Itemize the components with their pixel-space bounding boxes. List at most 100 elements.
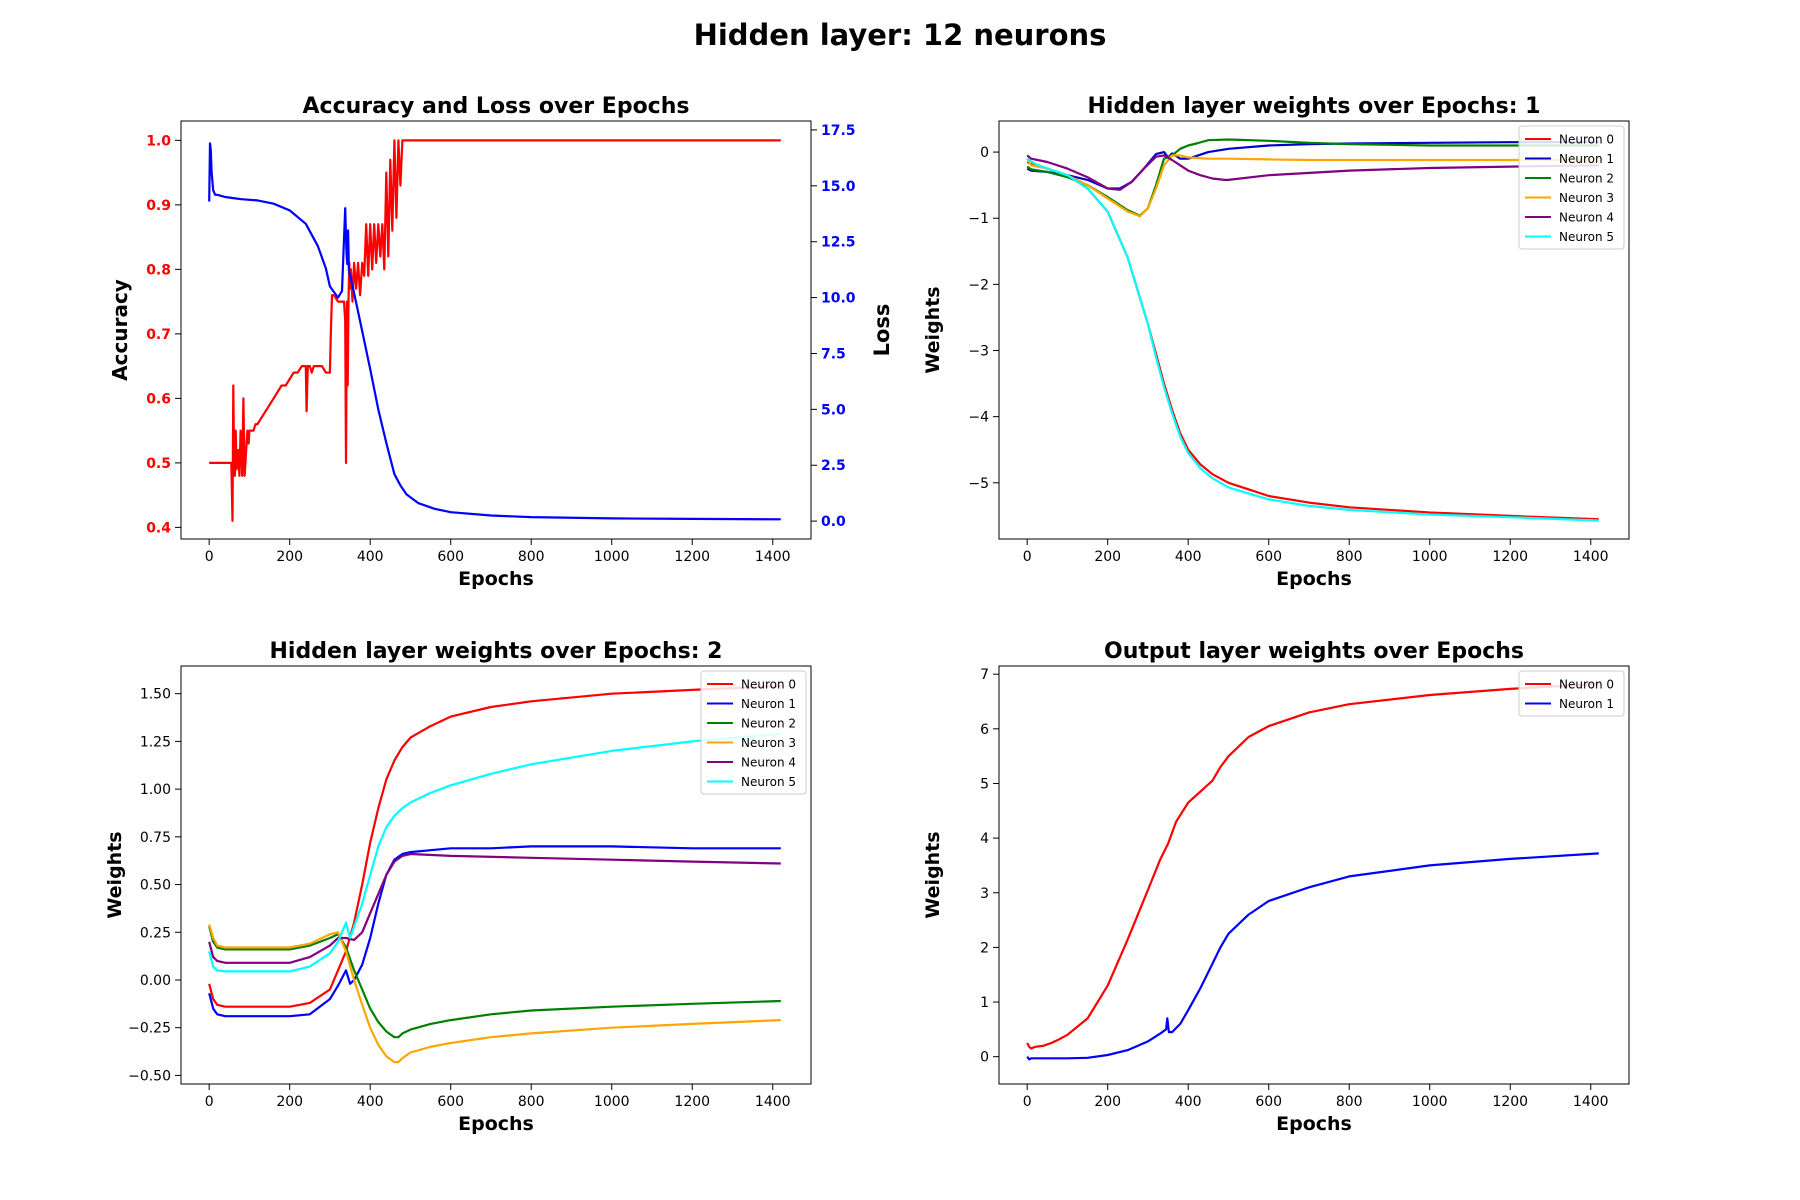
series-line-accuracy — [209, 139, 781, 523]
plot-area — [208, 684, 781, 1064]
y-right-tick-label: 15.0 — [821, 179, 856, 195]
x-tick-label: 400 — [357, 549, 384, 565]
legend: Neuron 0 Neuron 1 — [1518, 670, 1625, 717]
x-tick-label: 400 — [357, 1094, 384, 1110]
plot-area — [1026, 138, 1599, 522]
y-tick-label: 1.50 — [140, 687, 171, 703]
y-right-tick-label: 10.0 — [821, 291, 856, 307]
legend-item: Neuron 1 — [741, 697, 796, 711]
y-tick-label: 0.50 — [140, 878, 171, 894]
y-tick-label: 6 — [980, 722, 989, 738]
plot-area — [208, 139, 781, 523]
y-tick-label: −5 — [968, 476, 989, 492]
y-right-tick-label: 17.5 — [821, 123, 856, 139]
x-tick-label: 400 — [1175, 1094, 1202, 1110]
y-right-tick-label: 0.0 — [821, 514, 846, 530]
plot-area — [1026, 682, 1599, 1061]
x-tick-label: 1200 — [1492, 1094, 1528, 1110]
series-line-neuron-5 — [208, 732, 781, 973]
chart-panel-3: 0 200 400 600 800 1000 1200 1400 −0.50 −0.25 0.00 0… — [104, 639, 812, 1135]
x-tick-label: 800 — [1336, 549, 1363, 565]
x-tick-label: 0 — [205, 1094, 214, 1110]
chart-title: Accuracy and Loss over Epochs — [303, 94, 690, 119]
y-tick-label: 0.5 — [146, 456, 171, 472]
y-tick-label: 0.6 — [146, 391, 171, 407]
y-tick-label: 0.7 — [146, 327, 171, 343]
x-tick-label: 600 — [1255, 549, 1282, 565]
y-tick-label: −1 — [968, 211, 989, 227]
series-line-neuron-1 — [208, 845, 781, 1018]
x-tick-label: 1000 — [594, 1094, 630, 1110]
x-axis-label: Epochs — [458, 568, 534, 590]
x-tick-label: 800 — [518, 549, 545, 565]
y-tick-label: −4 — [968, 410, 989, 426]
y-tick-label: 4 — [980, 831, 989, 847]
y-right-axis-label: Loss — [870, 304, 894, 357]
plot-frame — [998, 665, 1630, 1085]
legend-item: Neuron 4 — [1559, 211, 1614, 225]
y-tick-label: −0.50 — [128, 1068, 171, 1084]
plot-frame — [180, 665, 812, 1085]
x-tick-label: 200 — [1094, 1094, 1121, 1110]
series-line-neuron-5 — [1026, 157, 1599, 522]
y-axis-label: Weights — [922, 286, 944, 373]
y-tick-label: 3 — [980, 886, 989, 902]
chart-title: Hidden layer weights over Epochs: 2 — [270, 639, 723, 664]
plot-frame — [180, 120, 812, 540]
legend-item: Neuron 0 — [741, 678, 796, 692]
y-tick-label: 1.25 — [140, 734, 171, 750]
chart-panel-2: 0 200 400 600 800 1000 1200 1400 0 −1 −2 −3 −4 −5 Hidd… — [922, 94, 1630, 590]
y-tick-label: 1 — [980, 995, 989, 1011]
x-tick-label: 1000 — [1412, 1094, 1448, 1110]
y-tick-label: 1.00 — [140, 782, 171, 798]
legend-item: Neuron 0 — [1559, 678, 1614, 692]
y-tick-label: 0.9 — [146, 198, 171, 214]
chart-panel-1: 0 200 400 600 800 1000 1200 1400 0.4 0.5 0.6 0.7 0.8… — [108, 94, 894, 590]
series-line-neuron-0 — [1026, 682, 1599, 1050]
x-tick-label: 1400 — [1573, 549, 1609, 565]
x-tick-label: 200 — [276, 1094, 303, 1110]
y-tick-label: −0.25 — [128, 1021, 171, 1037]
legend-item: Neuron 0 — [1559, 133, 1614, 147]
legend-item: Neuron 1 — [1559, 152, 1614, 166]
x-axis-label: Epochs — [458, 1113, 534, 1135]
chart-title: Output layer weights over Epochs — [1104, 639, 1524, 664]
x-tick-label: 1000 — [594, 549, 630, 565]
x-tick-label: 600 — [1255, 1094, 1282, 1110]
x-tick-label: 200 — [276, 549, 303, 565]
series-line-neuron-3 — [1026, 154, 1599, 218]
x-tick-label: 800 — [518, 1094, 545, 1110]
series-line-neuron-2 — [208, 926, 781, 1039]
x-tick-label: 1000 — [1412, 549, 1448, 565]
series-line-neuron-4 — [1026, 154, 1599, 191]
y-axis-label: Weights — [922, 831, 944, 918]
legend-box — [700, 670, 807, 795]
y-tick-label: 0 — [980, 145, 989, 161]
series-line-neuron-1 — [1026, 852, 1599, 1061]
legend-item: Neuron 1 — [1559, 697, 1614, 711]
x-tick-label: 600 — [437, 549, 464, 565]
y-tick-label: 2 — [980, 940, 989, 956]
chart-title: Hidden layer weights over Epochs: 1 — [1088, 94, 1541, 119]
x-tick-label: 0 — [205, 549, 214, 565]
figure-title: Hidden layer: 12 neurons — [694, 18, 1107, 52]
y-right-tick-label: 7.5 — [821, 346, 846, 362]
x-tick-label: 1200 — [674, 1094, 710, 1110]
y-right-tick-label: 12.5 — [821, 235, 856, 251]
x-tick-label: 600 — [437, 1094, 464, 1110]
x-axis-label: Epochs — [1276, 1113, 1352, 1135]
y-tick-label: 0.75 — [140, 830, 171, 846]
x-tick-label: 0 — [1023, 549, 1032, 565]
y-tick-label: 7 — [980, 667, 989, 683]
x-tick-label: 200 — [1094, 549, 1121, 565]
series-line-neuron-0 — [208, 684, 781, 1008]
legend-item: Neuron 2 — [1559, 172, 1614, 186]
x-tick-label: 0 — [1023, 1094, 1032, 1110]
y-tick-label: 0.8 — [146, 262, 171, 278]
y-axis-label: Weights — [104, 831, 126, 918]
y-tick-label: 5 — [980, 776, 989, 792]
legend-item: Neuron 3 — [1559, 191, 1614, 205]
y-tick-label: −2 — [968, 277, 989, 293]
x-axis-label: Epochs — [1276, 568, 1352, 590]
x-tick-label: 1200 — [674, 549, 710, 565]
